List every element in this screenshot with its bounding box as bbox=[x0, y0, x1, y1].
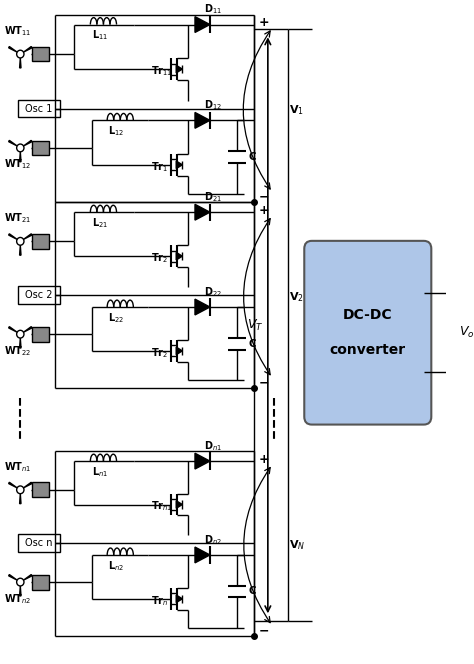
Bar bbox=[32, 327, 49, 341]
Text: WT$_{22}$: WT$_{22}$ bbox=[4, 344, 31, 358]
Text: Osc 1: Osc 1 bbox=[25, 104, 53, 114]
Polygon shape bbox=[19, 245, 21, 255]
Polygon shape bbox=[176, 501, 182, 509]
Text: L$_{n1}$: L$_{n1}$ bbox=[91, 465, 108, 479]
Polygon shape bbox=[176, 252, 182, 260]
Bar bbox=[18, 286, 60, 304]
FancyBboxPatch shape bbox=[304, 241, 431, 424]
Bar bbox=[32, 483, 49, 497]
Text: L$_{12}$: L$_{12}$ bbox=[109, 124, 125, 138]
Text: +: + bbox=[258, 453, 269, 465]
Text: +: + bbox=[258, 16, 269, 29]
Text: L$_{22}$: L$_{22}$ bbox=[109, 311, 125, 325]
Text: Tr$_1$: Tr$_1$ bbox=[151, 160, 168, 173]
Text: D$_{21}$: D$_{21}$ bbox=[204, 191, 222, 204]
Polygon shape bbox=[195, 454, 210, 469]
Text: WT$_{21}$: WT$_{21}$ bbox=[4, 212, 31, 225]
Polygon shape bbox=[24, 482, 32, 488]
Polygon shape bbox=[9, 140, 17, 146]
Text: L$_{21}$: L$_{21}$ bbox=[91, 216, 108, 230]
Text: V$_N$: V$_N$ bbox=[289, 539, 306, 552]
Text: Tr$_2$: Tr$_2$ bbox=[151, 346, 168, 360]
Text: −: − bbox=[258, 191, 269, 204]
Text: Tr$_{n1}$: Tr$_{n1}$ bbox=[151, 499, 173, 513]
Text: Tr$_n$: Tr$_n$ bbox=[151, 594, 168, 608]
Polygon shape bbox=[9, 574, 17, 580]
Polygon shape bbox=[176, 595, 182, 603]
Text: Tr$_{11}$: Tr$_{11}$ bbox=[151, 64, 173, 78]
Polygon shape bbox=[176, 65, 182, 73]
Text: D$_{11}$: D$_{11}$ bbox=[204, 3, 222, 17]
Text: D$_{12}$: D$_{12}$ bbox=[204, 98, 222, 112]
Polygon shape bbox=[195, 112, 210, 128]
Polygon shape bbox=[19, 152, 21, 162]
Polygon shape bbox=[24, 140, 32, 146]
Text: V$_2$: V$_2$ bbox=[289, 290, 304, 303]
Polygon shape bbox=[24, 327, 32, 332]
Text: WT$_{12}$: WT$_{12}$ bbox=[4, 157, 31, 171]
Bar bbox=[32, 141, 49, 155]
Polygon shape bbox=[195, 205, 210, 220]
Text: D$_{n2}$: D$_{n2}$ bbox=[204, 533, 222, 547]
Text: WT$_{11}$: WT$_{11}$ bbox=[4, 25, 31, 38]
Text: Osc 2: Osc 2 bbox=[25, 290, 53, 300]
Text: D$_{22}$: D$_{22}$ bbox=[204, 285, 222, 299]
Text: C: C bbox=[248, 586, 256, 596]
Text: WT$_{n2}$: WT$_{n2}$ bbox=[4, 592, 31, 606]
Text: $V_T$: $V_T$ bbox=[246, 318, 263, 333]
Bar bbox=[18, 100, 60, 118]
Text: C: C bbox=[248, 153, 256, 163]
Text: L$_{11}$: L$_{11}$ bbox=[91, 29, 108, 42]
Polygon shape bbox=[176, 161, 182, 169]
Polygon shape bbox=[9, 327, 17, 332]
Polygon shape bbox=[195, 299, 210, 315]
Bar bbox=[32, 574, 49, 590]
Polygon shape bbox=[24, 574, 32, 580]
Polygon shape bbox=[19, 586, 21, 596]
Polygon shape bbox=[24, 46, 32, 52]
Text: +: + bbox=[258, 204, 269, 216]
Text: Osc n: Osc n bbox=[25, 538, 53, 548]
Bar bbox=[32, 46, 49, 62]
Bar bbox=[32, 234, 49, 249]
Text: $V_o$: $V_o$ bbox=[459, 325, 474, 340]
Text: C: C bbox=[248, 339, 256, 349]
Polygon shape bbox=[9, 46, 17, 52]
Text: −: − bbox=[258, 625, 269, 637]
Polygon shape bbox=[19, 494, 21, 504]
Text: Tr$_2$: Tr$_2$ bbox=[151, 251, 168, 265]
Text: −: − bbox=[258, 376, 269, 390]
Text: converter: converter bbox=[330, 343, 406, 357]
Text: D$_{n1}$: D$_{n1}$ bbox=[204, 440, 222, 453]
Bar bbox=[18, 535, 60, 552]
Polygon shape bbox=[195, 17, 210, 33]
Polygon shape bbox=[19, 338, 21, 348]
Polygon shape bbox=[9, 234, 17, 240]
Polygon shape bbox=[19, 58, 21, 68]
Text: DC-DC: DC-DC bbox=[343, 308, 392, 322]
Text: WT$_{n1}$: WT$_{n1}$ bbox=[4, 460, 31, 474]
Text: L$_{n2}$: L$_{n2}$ bbox=[109, 559, 125, 572]
Polygon shape bbox=[24, 234, 32, 240]
Polygon shape bbox=[9, 482, 17, 488]
Polygon shape bbox=[195, 547, 210, 563]
Text: V$_1$: V$_1$ bbox=[289, 103, 304, 117]
Polygon shape bbox=[176, 347, 182, 355]
